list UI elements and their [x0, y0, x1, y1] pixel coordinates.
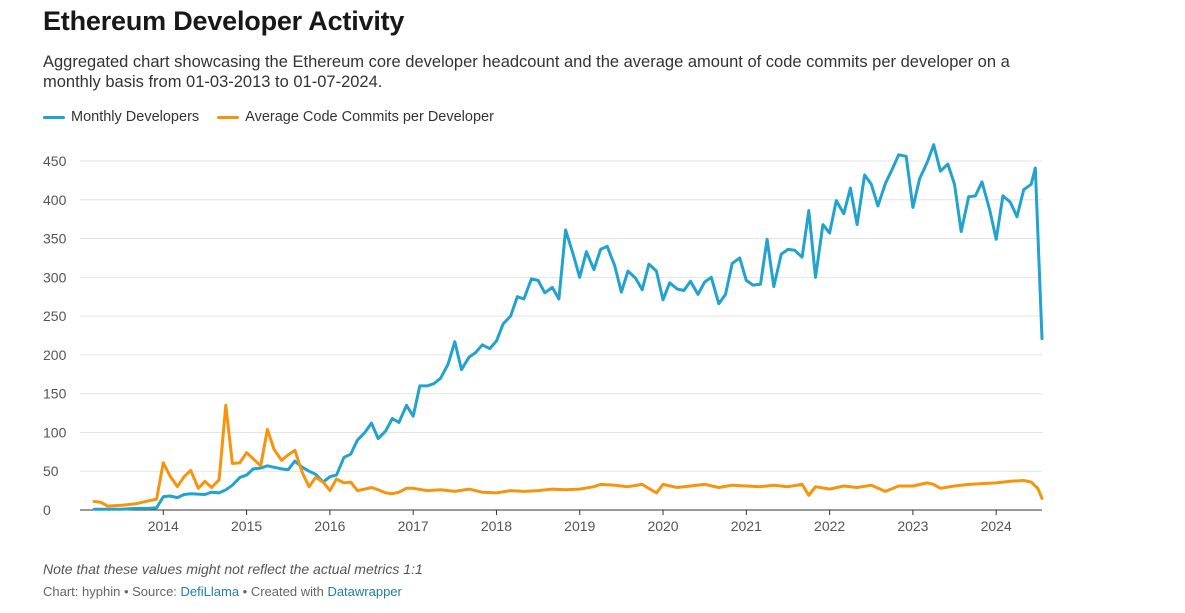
legend-swatch-commits [217, 115, 240, 119]
legend-item-commits: Average Code Commits per Developer [217, 109, 494, 125]
series-line-commits [92, 403, 1044, 508]
y-tick-label-200: 200 [43, 347, 67, 363]
y-tick-label-50: 50 [43, 463, 59, 479]
x-tick-label-2015: 2015 [231, 518, 262, 534]
y-tick-label-100: 100 [43, 424, 67, 440]
legend: Monthly Developers Average Code Commits … [43, 109, 512, 125]
x-tick-label-2017: 2017 [398, 518, 429, 534]
footer-sep-1: • Source: [120, 584, 181, 599]
x-tick-label-2014: 2014 [148, 518, 179, 534]
chart-footer: Chart: hyphin • Source: DefiLlama • Crea… [43, 584, 402, 599]
chart-title: Ethereum Developer Activity [43, 6, 405, 36]
footer-source-link[interactable]: DefiLlama [180, 584, 240, 599]
y-tick-label-0: 0 [43, 502, 51, 518]
y-tick-label-300: 300 [43, 269, 67, 285]
y-tick-label-450: 450 [43, 153, 67, 169]
x-tick-label-2018: 2018 [481, 518, 512, 534]
y-tick-label-350: 350 [43, 231, 67, 247]
chart-note: Note that these values might not reflect… [43, 561, 423, 577]
y-tick-label-150: 150 [43, 386, 67, 402]
x-tick-label-2020: 2020 [647, 518, 678, 534]
x-tick-label-2022: 2022 [814, 518, 845, 534]
x-tick-label-2023: 2023 [897, 518, 928, 534]
footer-sep-2: • Created with [239, 584, 328, 599]
chart-subtitle: Aggregated chart showcasing the Ethereum… [43, 53, 1010, 91]
x-tick-label-2024: 2024 [981, 518, 1012, 534]
x-tick-label-2016: 2016 [314, 518, 345, 534]
x-tick-label-2019: 2019 [564, 518, 595, 534]
y-tick-label-400: 400 [43, 192, 67, 208]
legend-label-commits: Average Code Commits per Developer [245, 109, 494, 125]
series-line-developers [92, 143, 1044, 511]
footer-tool-link[interactable]: Datawrapper [327, 584, 402, 599]
legend-swatch-developers [43, 115, 65, 119]
y-tick-label-250: 250 [43, 308, 67, 324]
footer-chart-credit: Chart: hyphin [43, 584, 121, 599]
legend-item-developers: Monthly Developers [43, 109, 199, 125]
x-tick-label-2021: 2021 [731, 518, 762, 534]
legend-label-developers: Monthly Developers [71, 109, 200, 125]
